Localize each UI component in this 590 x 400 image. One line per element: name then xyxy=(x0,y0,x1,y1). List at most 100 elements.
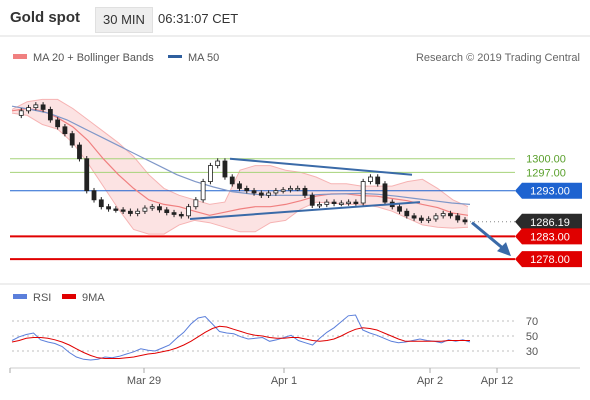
candle-body xyxy=(186,206,191,217)
trendlines-layer xyxy=(189,157,511,257)
candle-body xyxy=(40,104,46,110)
support-price-label: 1283.00 xyxy=(530,231,570,243)
candle-body xyxy=(98,199,104,208)
ma20-line xyxy=(11,107,469,216)
candle-body xyxy=(193,199,199,208)
last-price-label: 1286.19 xyxy=(530,217,570,229)
candle-body xyxy=(178,214,184,217)
candle-body xyxy=(360,181,366,204)
candle-body xyxy=(462,219,468,223)
ma50-legend-swatch xyxy=(168,55,182,58)
time-axis: Mar 29 Apr 1 Apr 2 Apr 12 xyxy=(9,368,513,387)
target-price-label: 1297.00 xyxy=(526,167,566,179)
candle-body xyxy=(317,203,322,207)
candle-body xyxy=(127,210,133,214)
support-price-tag xyxy=(515,251,582,268)
candle-body xyxy=(346,201,352,205)
candle-body xyxy=(120,209,126,212)
ma9-legend-label: 9MA xyxy=(82,292,105,304)
candle-body xyxy=(397,206,402,212)
candle-body xyxy=(164,209,170,214)
candle-body xyxy=(353,201,359,205)
ma50-line xyxy=(11,105,471,205)
candle-body xyxy=(418,217,424,221)
candle-body xyxy=(404,210,410,217)
time-axis-label: Mar 29 xyxy=(127,375,161,387)
candle-body xyxy=(258,192,264,196)
candle-body xyxy=(157,206,162,211)
candle-body xyxy=(215,160,221,166)
candle-body xyxy=(273,190,279,194)
target-price-label: 1300.00 xyxy=(526,154,566,166)
time-axis-label: Apr 2 xyxy=(417,375,443,387)
candle-body xyxy=(382,183,388,203)
candlesticks-layer xyxy=(18,102,468,225)
candle-body xyxy=(411,215,417,219)
rsi-line xyxy=(11,314,471,361)
candle-body xyxy=(135,210,141,214)
candle-body xyxy=(244,188,250,192)
interval-selector[interactable]: 30 MIN xyxy=(95,7,153,33)
time-axis-label: Apr 1 xyxy=(271,375,297,387)
upper-trendline xyxy=(229,157,413,176)
candle-body xyxy=(331,201,337,205)
bollinger-legend-label: MA 20 + Bollinger Bands xyxy=(33,52,154,64)
timestamp: 06:31:07 CET xyxy=(158,11,239,26)
candle-body xyxy=(149,206,155,209)
candle-body xyxy=(77,144,82,160)
projection-arrow-head xyxy=(497,242,511,257)
candle-body xyxy=(251,190,257,194)
rsi-tick-label: 50 xyxy=(526,331,538,343)
pivot-price-label: 1293.00 xyxy=(530,186,570,198)
candle-body xyxy=(266,192,271,196)
candle-body xyxy=(47,109,53,121)
candle-body xyxy=(433,215,439,220)
credit-text: Research © 2019 Trading Central xyxy=(416,52,580,64)
candle-body xyxy=(33,104,39,109)
candle-body xyxy=(368,176,373,182)
pivot-price-tag xyxy=(515,182,582,199)
candle-body xyxy=(455,215,461,221)
time-axis-label: Apr 12 xyxy=(481,375,513,387)
rsi-tick-label: 70 xyxy=(526,316,538,328)
candle-body xyxy=(375,176,381,185)
support-price-tag xyxy=(515,228,582,245)
rsi-indicator-layer: 70 50 30 xyxy=(11,314,538,361)
candle-body xyxy=(208,165,213,182)
lower-trendline xyxy=(189,201,421,220)
ma9-line xyxy=(11,325,470,359)
ma9-legend-swatch xyxy=(62,294,76,299)
rsi-legend-swatch xyxy=(13,294,27,299)
price-levels-layer xyxy=(10,158,515,261)
candle-body xyxy=(18,110,24,116)
candle-body xyxy=(26,107,31,112)
rsi-legend: RSI 9MA xyxy=(13,292,105,304)
bollinger-upper-line xyxy=(11,98,469,208)
candle-body xyxy=(171,212,177,215)
last-price-tag xyxy=(515,213,582,230)
candle-body xyxy=(288,188,293,191)
candle-body xyxy=(295,188,301,191)
rsi-tick-label: 30 xyxy=(526,346,538,358)
candle-body xyxy=(338,202,344,205)
support-price-label: 1278.00 xyxy=(530,254,570,266)
candle-body xyxy=(69,133,75,146)
candle-body xyxy=(426,218,432,221)
candle-body xyxy=(448,213,453,217)
moving-averages-layer xyxy=(11,105,471,216)
candle-body xyxy=(113,208,119,211)
rsi-legend-label: RSI xyxy=(33,292,51,304)
candle-body xyxy=(229,176,235,185)
bollinger-legend-swatch xyxy=(13,54,27,59)
candle-body xyxy=(324,201,330,205)
candle-body xyxy=(84,158,90,192)
bollinger-band-fill xyxy=(12,99,468,235)
candle-body xyxy=(302,188,308,196)
candle-body xyxy=(222,160,228,178)
candle-body xyxy=(91,190,97,201)
candle-body xyxy=(440,213,446,217)
candle-body xyxy=(280,189,286,192)
candle-body xyxy=(55,119,61,128)
